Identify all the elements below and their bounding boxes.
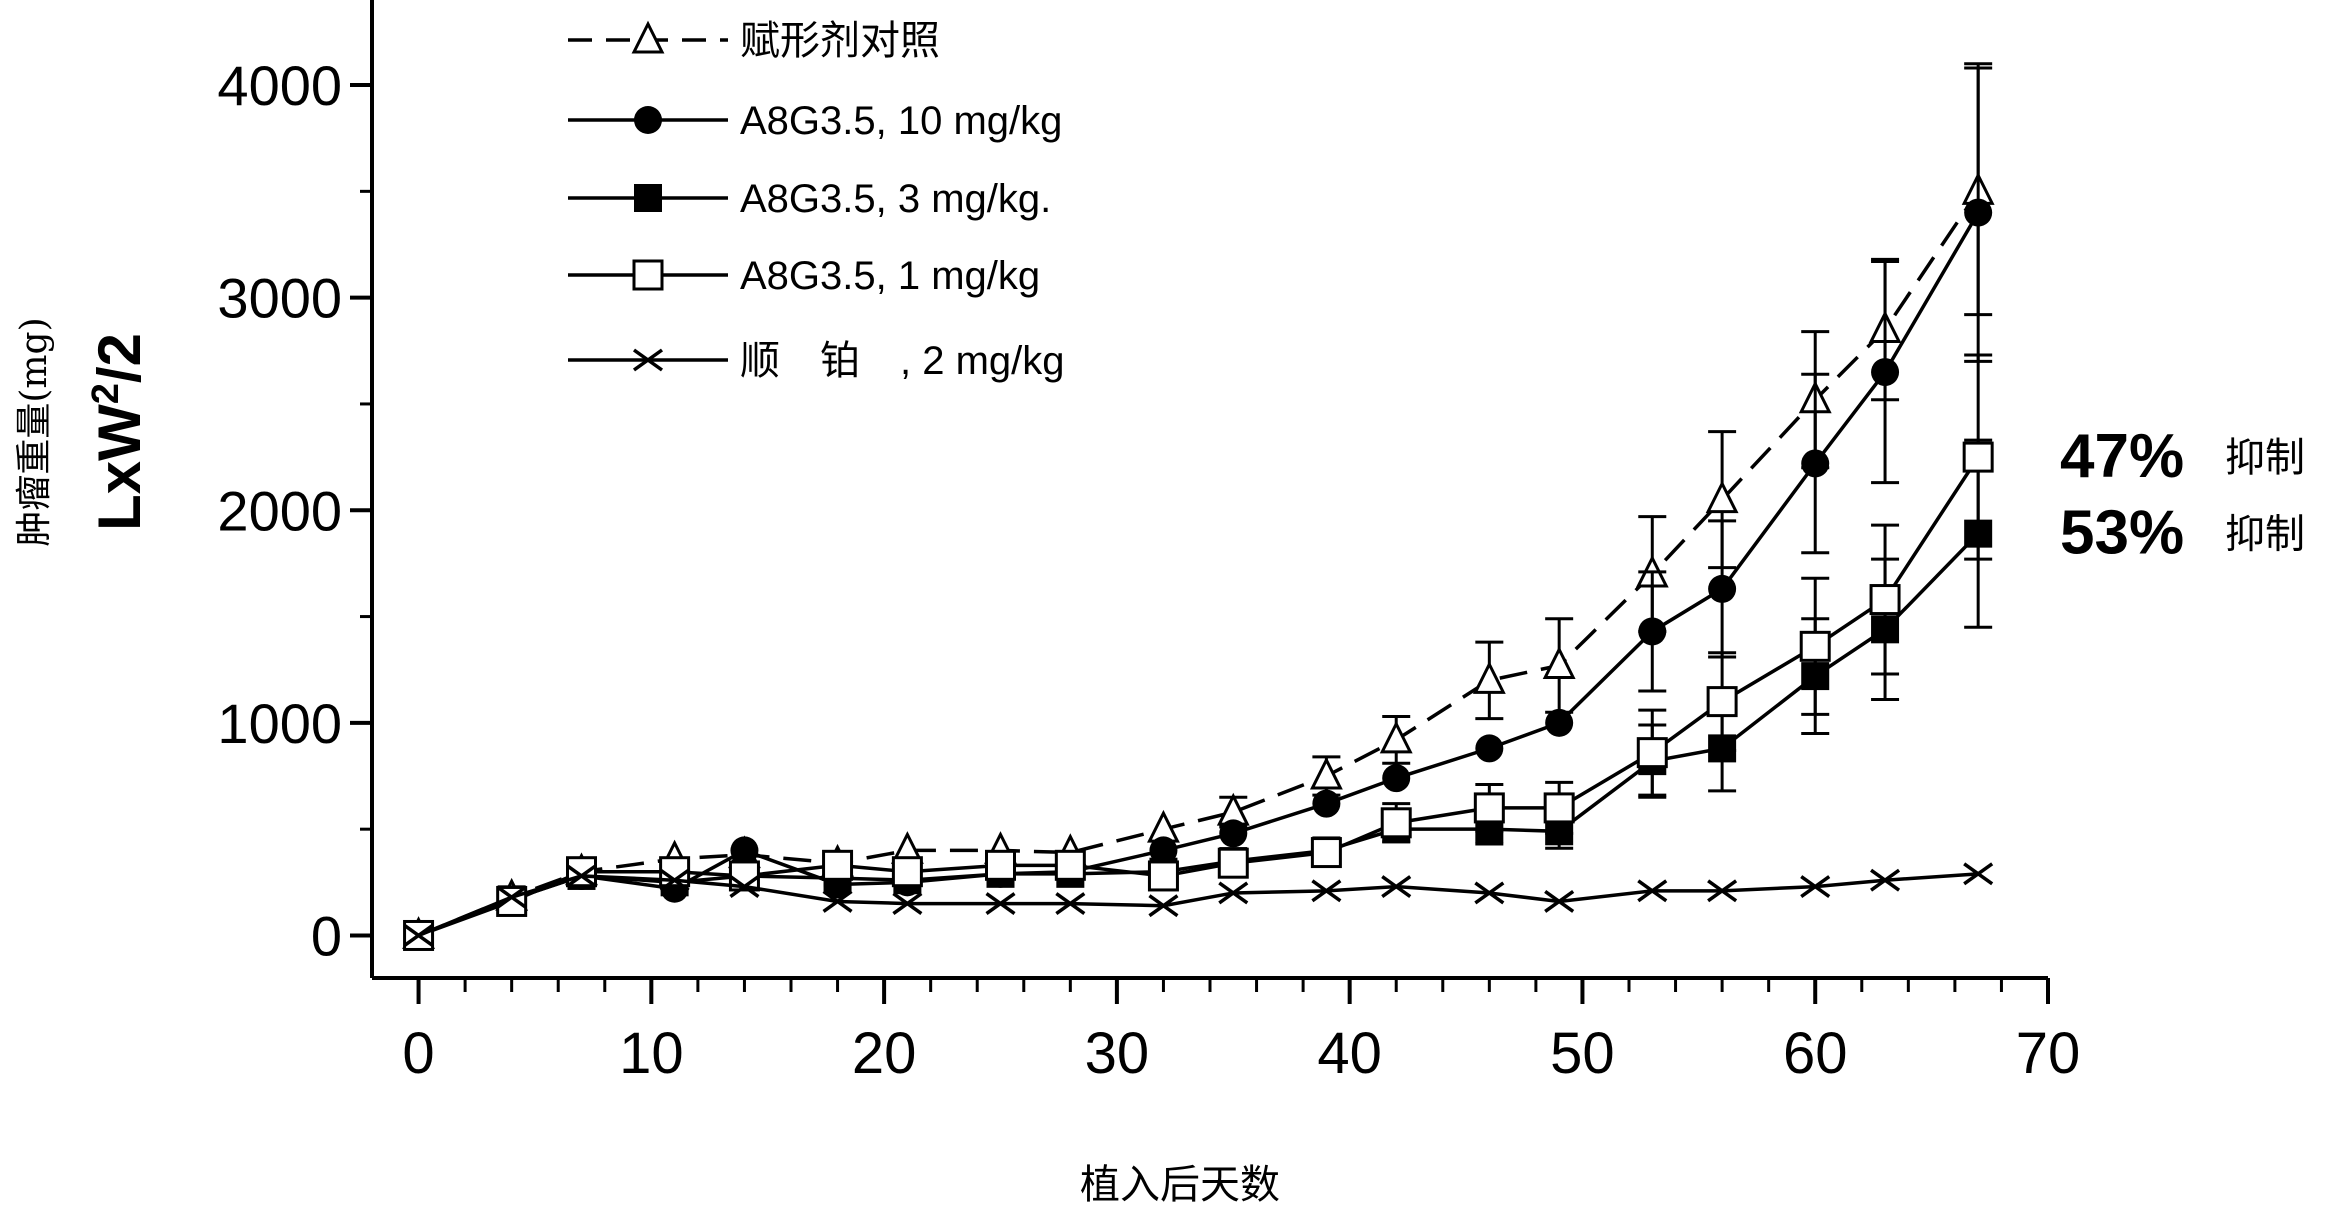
data-point (1638, 739, 1666, 767)
y-tick-label: 3000 (217, 267, 342, 330)
y-axis-label-suffix: /2 (86, 333, 153, 383)
annotations: 47% 抑制 53% 抑制 (2060, 422, 2305, 568)
data-point (1871, 586, 1899, 614)
legend-label: 赋形剂对照 (740, 18, 940, 64)
data-point (1219, 819, 1247, 847)
inhibition-annotation: 47% 抑制 (2060, 422, 2305, 491)
y-tick-label: 2000 (217, 479, 342, 542)
data-point (1964, 443, 1992, 471)
inhibition-percent: 53% (2060, 499, 2184, 568)
y-axis-label: LxW2/2 (85, 333, 153, 531)
data-point (1219, 849, 1247, 877)
x-axis-label: 植入后天数 (1080, 1162, 1280, 1205)
series-line (419, 874, 1979, 936)
series-3 (405, 355, 1993, 949)
data-point (1964, 199, 1992, 227)
inhibition-label: 抑制 (2225, 512, 2305, 558)
legend-label: A8G3.5, 1 mg/kg (740, 254, 1040, 298)
x-tick-label: 30 (1085, 1021, 1150, 1086)
data-point (1475, 664, 1503, 692)
y-axis-label-main: LxW (86, 404, 153, 531)
data-point (1708, 575, 1736, 603)
y-tick-label: 1000 (217, 692, 342, 755)
tumor-growth-chart: 0 1000 2000 3000 4000 0 10 20 30 40 50 60 70 赋形剂对照 A8… (0, 0, 2341, 1205)
data-point (1382, 809, 1410, 837)
data-point (1545, 794, 1573, 822)
data-point (1056, 851, 1084, 879)
y-axis-label-superscript: 2 (85, 383, 127, 404)
inhibition-label: 抑制 (2225, 435, 2305, 481)
legend-marker (634, 261, 662, 289)
axis-ticks: 0 1000 2000 3000 4000 0 10 20 30 40 50 60 70 (217, 54, 2080, 1086)
data-point (1545, 709, 1573, 737)
data-point (1708, 688, 1736, 716)
data-point (893, 858, 921, 886)
data-point (1871, 358, 1899, 386)
series-line (419, 457, 1979, 935)
y-axis-secondary-label: 肿瘤重量(mg) (14, 317, 55, 546)
data-point (1475, 734, 1503, 762)
data-point (1382, 724, 1410, 752)
data-point (1638, 617, 1666, 645)
data-point (987, 851, 1015, 879)
legend-marker (634, 106, 662, 134)
x-tick-label: 70 (2016, 1021, 2081, 1086)
data-point (1475, 794, 1503, 822)
data-point (1545, 649, 1573, 677)
x-tick-label: 40 (1317, 1021, 1382, 1086)
legend-label: A8G3.5, 10 mg/kg (740, 99, 1062, 143)
legend-label: A8G3.5, 3 mg/kg. (740, 177, 1051, 221)
data-point (824, 851, 852, 879)
data-point (1149, 862, 1177, 890)
series-line (419, 191, 1979, 935)
series-line (419, 213, 1979, 936)
inhibition-annotation: 53% 抑制 (2060, 499, 2305, 568)
series-line (419, 534, 1979, 936)
x-tick-label: 0 (402, 1021, 434, 1086)
data-point (1801, 632, 1829, 660)
y-tick-label: 4000 (217, 54, 342, 117)
series-4 (405, 864, 1993, 946)
data-point (1312, 839, 1340, 867)
data-point (730, 836, 758, 864)
inhibition-percent: 47% (2060, 422, 2184, 491)
data-point (1312, 760, 1340, 788)
data-point (1382, 764, 1410, 792)
legend-marker (634, 24, 662, 52)
x-tick-label: 10 (619, 1021, 684, 1086)
legend: 赋形剂对照 A8G3.5, 10 mg/kg A8G3.5, 3 mg/kg. A8G… (568, 18, 1065, 383)
x-tick-label: 50 (1550, 1021, 1615, 1086)
legend-marker (634, 184, 662, 212)
x-tick-label: 60 (1783, 1021, 1848, 1086)
data-point (1801, 449, 1829, 477)
x-tick-label: 20 (852, 1021, 917, 1086)
y-tick-label: 0 (311, 904, 342, 967)
legend-label: 顺 铂 , 2 mg/kg (740, 339, 1065, 383)
data-point (1312, 790, 1340, 818)
